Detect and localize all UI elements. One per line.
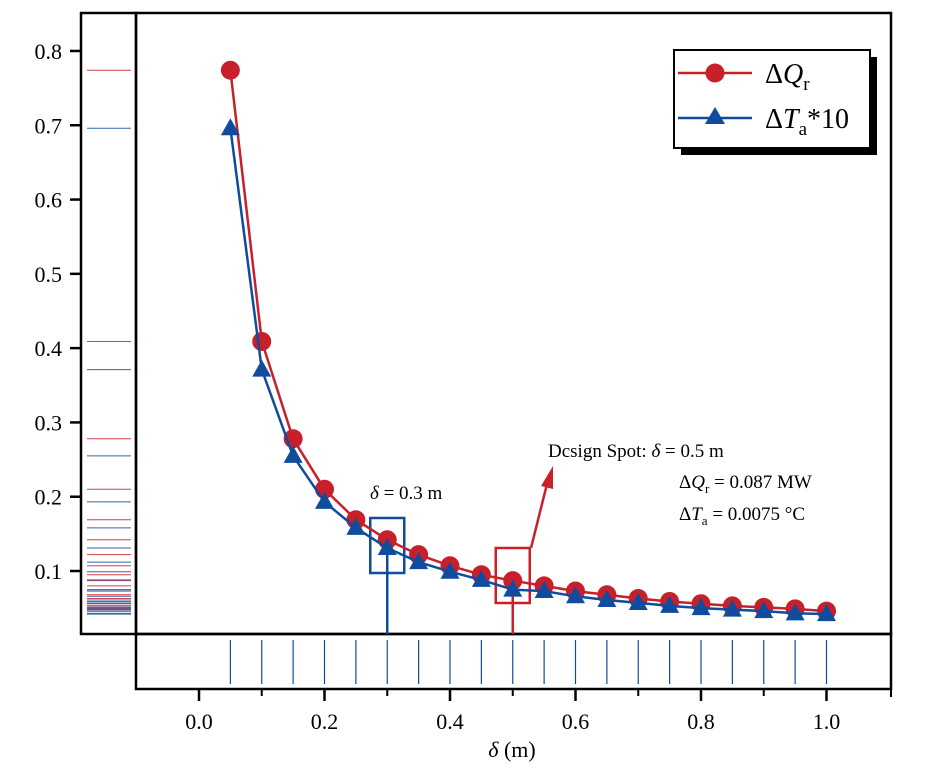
- x-tick-label: 0.4: [436, 709, 464, 734]
- data-point-triangle: [785, 603, 805, 621]
- data-point-triangle: [471, 569, 491, 587]
- legend-box: [673, 49, 871, 149]
- subscript: r: [705, 481, 710, 496]
- x-tick-label: 0.8: [687, 709, 715, 734]
- design-spot-delta-value: = 0.5 m: [660, 441, 724, 462]
- data-point-triangle: [754, 601, 774, 619]
- left-marker-label: δ = 0.3 m: [370, 483, 443, 504]
- x-tick-label: 1.0: [813, 709, 841, 734]
- data-point-triangle: [628, 592, 648, 610]
- delta-symbol: δ: [370, 483, 380, 504]
- series-delta-ta: [220, 118, 836, 622]
- legend-marker-triangle: [705, 107, 725, 124]
- data-point-triangle: [283, 445, 303, 463]
- legend-suffix: *10: [807, 104, 849, 135]
- x-rug-panel: [229, 640, 828, 684]
- variable-symbol: T: [783, 104, 801, 135]
- y-tick-label: 0.6: [35, 188, 63, 213]
- delta-symbol: Δ: [765, 59, 783, 90]
- data-point-triangle: [315, 491, 334, 509]
- subscript: a: [799, 119, 808, 140]
- x-axis-title-symbol: δ: [488, 737, 504, 762]
- y-tick-label: 0.4: [35, 336, 63, 361]
- data-point-triangle: [503, 579, 523, 597]
- y-tick-label: 0.5: [35, 262, 63, 287]
- value-text: = 0.087 MW: [709, 472, 812, 493]
- arrow-shaft: [529, 483, 549, 549]
- variable-symbol: T: [691, 504, 703, 525]
- data-point-triangle: [346, 517, 366, 535]
- data-point-triangle: [252, 359, 272, 377]
- design-spot-label: Dcsign Spot:: [548, 441, 651, 462]
- arrow-head: [541, 466, 553, 489]
- subscript: r: [803, 74, 810, 95]
- y-tick-label: 0.1: [35, 559, 63, 584]
- data-point-triangle: [220, 118, 240, 136]
- y-tick-label: 0.7: [35, 113, 63, 138]
- x-tick-label: 0.6: [562, 709, 590, 734]
- data-point-triangle: [597, 589, 617, 607]
- data-point-triangle: [691, 598, 711, 616]
- data-point-circle: [252, 331, 272, 351]
- y-axis: 0.1 0.2 0.3 0.4 0.5 0.6 0.7 0.8: [35, 39, 81, 584]
- x-axis: 0.0 0.2 0.4 0.6 0.8 1.0: [185, 689, 892, 734]
- variable-symbol: Q: [783, 59, 803, 90]
- design-spot-line3: ΔTa = 0.0075 °C: [679, 504, 805, 528]
- data-point-circle: [220, 60, 240, 80]
- legend-item: ΔQr: [678, 59, 810, 95]
- legend-marker-circle: [705, 63, 725, 83]
- data-point-triangle: [660, 595, 680, 613]
- variable-symbol: Q: [691, 472, 705, 493]
- legend-item: ΔTa*10: [678, 104, 849, 140]
- data-point-triangle: [817, 604, 836, 622]
- x-axis-title: δ (m): [488, 737, 536, 762]
- y-tick-label: 0.3: [35, 410, 63, 435]
- data-point-triangle: [409, 552, 429, 570]
- x-axis-title-unit: (m): [504, 737, 536, 762]
- delta-symbol: Δ: [765, 104, 783, 135]
- y-rug-panel: [87, 69, 131, 615]
- delta-symbol: δ: [651, 441, 661, 462]
- legend-label: ΔQr: [765, 59, 810, 95]
- series-line: [229, 128, 827, 616]
- legend-label: ΔTa*10: [765, 104, 849, 140]
- data-point-triangle: [566, 586, 585, 604]
- y-tick-label: 0.8: [35, 39, 63, 64]
- subscript: a: [702, 513, 708, 528]
- data-point-triangle: [377, 537, 397, 555]
- delta-symbol: Δ: [679, 472, 691, 493]
- design-spot-line2: ΔQr = 0.087 MW: [679, 472, 812, 496]
- data-point-triangle: [440, 561, 460, 579]
- value-text: = 0.0075 °C: [708, 504, 806, 525]
- data-point-triangle: [534, 581, 554, 599]
- y-rug-frame: [79, 11, 138, 636]
- y-tick-label: 0.2: [35, 485, 63, 510]
- left-marker-value: = 0.3 m: [379, 483, 443, 504]
- data-point-triangle: [722, 599, 742, 617]
- series: [220, 60, 836, 622]
- x-tick-label: 0.0: [185, 709, 213, 734]
- annotations: δ = 0.3 m Dcsign Spot: δ = 0.5 m ΔQr = 0.0…: [369, 441, 812, 634]
- design-spot-line1: Dcsign Spot: δ = 0.5 m: [548, 441, 724, 462]
- x-rug-frame: [134, 632, 893, 691]
- delta-symbol: Δ: [679, 504, 691, 525]
- x-tick-label: 0.2: [311, 709, 339, 734]
